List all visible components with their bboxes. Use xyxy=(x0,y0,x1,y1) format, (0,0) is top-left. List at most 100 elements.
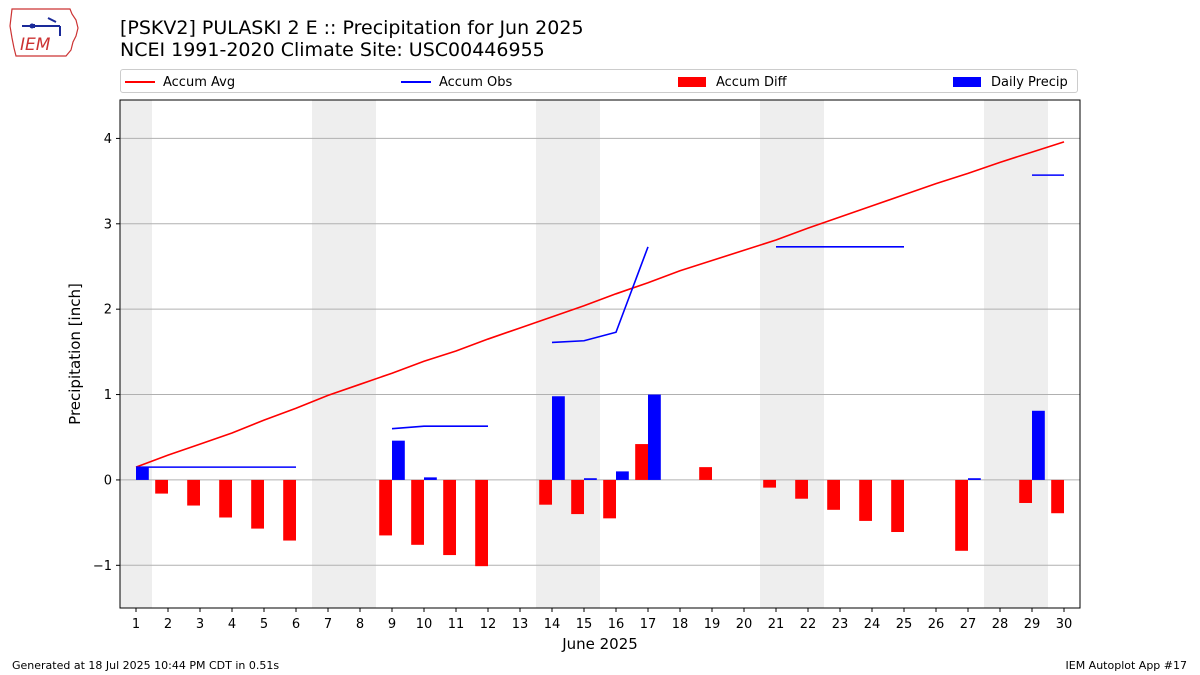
legend-label-accum-avg: Accum Avg xyxy=(163,74,236,90)
footer-generated-text: Generated at 18 Jul 2025 10:44 PM CDT in… xyxy=(12,659,280,672)
legend-item-accum-diff: Accum Diff xyxy=(678,73,787,91)
y-tick-label: −1 xyxy=(93,559,112,574)
x-tick-label: 21 xyxy=(768,617,785,632)
weekend-shade xyxy=(760,100,792,608)
accum-diff-bar xyxy=(571,479,584,515)
x-tick-label: 8 xyxy=(356,617,364,632)
x-tick-label: 4 xyxy=(228,617,236,632)
daily-precip-bar xyxy=(616,471,629,480)
x-tick-label: 27 xyxy=(960,617,977,632)
x-tick-label: 13 xyxy=(512,617,529,632)
accum-diff-bar xyxy=(603,479,616,519)
vane-hub-icon xyxy=(29,23,35,29)
accum-obs-line xyxy=(391,425,488,430)
x-tick-label: 25 xyxy=(896,617,913,632)
accum-diff-bar xyxy=(251,479,264,529)
y-tick-label: 1 xyxy=(104,388,112,403)
accum-diff-bar xyxy=(859,479,872,521)
x-tick-label: 11 xyxy=(448,617,465,632)
daily-precip-bar xyxy=(552,396,565,480)
x-tick-label: 7 xyxy=(324,617,332,632)
accum-avg-line xyxy=(135,141,1065,468)
legend-swatch-accum-obs xyxy=(401,81,431,83)
weekend-shade xyxy=(568,100,600,608)
daily-precip-bar xyxy=(424,477,437,480)
legend-label-accum-obs: Accum Obs xyxy=(439,74,513,90)
iowa-outline-shape xyxy=(9,8,79,57)
y-tick-label: 0 xyxy=(104,473,112,488)
legend-label-accum-diff: Accum Diff xyxy=(716,74,787,90)
weekend-shade xyxy=(344,100,376,608)
logo-text: IEM xyxy=(20,35,51,55)
accum-diff-bar xyxy=(955,479,968,551)
x-tick-label: 5 xyxy=(260,617,268,632)
accum-diff-bar xyxy=(187,479,200,506)
weekend-shade xyxy=(312,100,344,608)
x-tick-label: 16 xyxy=(608,617,625,632)
accum-diff-bar xyxy=(1019,479,1032,503)
accum-diff-bar xyxy=(763,479,776,488)
x-tick-label: 17 xyxy=(640,617,657,632)
accum-diff-bar xyxy=(155,479,168,494)
daily-precip-bar xyxy=(584,478,597,480)
weekend-shade xyxy=(984,100,1016,608)
x-tick-label: 9 xyxy=(388,617,396,632)
legend-label-daily-precip: Daily Precip xyxy=(991,74,1068,90)
weekend-shade xyxy=(1016,100,1048,608)
y-tick-label: 2 xyxy=(104,303,112,318)
x-tick-label: 22 xyxy=(800,617,817,632)
daily-precip-bar xyxy=(1032,410,1045,480)
y-tick-label: 4 xyxy=(104,132,112,147)
weekend-shade xyxy=(792,100,824,608)
x-tick-label: 3 xyxy=(196,617,204,632)
accum-diff-bar xyxy=(411,479,424,545)
iem-logo: IEM xyxy=(9,8,79,57)
x-tick-label: 23 xyxy=(832,617,849,632)
x-tick-label: 24 xyxy=(864,617,881,632)
x-tick-label: 18 xyxy=(672,617,689,632)
legend-item-accum-avg: Accum Avg xyxy=(125,73,235,91)
chart-legend: Accum Avg Accum Obs Accum Diff Daily Pre… xyxy=(120,69,1078,93)
legend-item-accum-obs: Accum Obs xyxy=(401,73,512,91)
accum-diff-bar xyxy=(539,479,552,505)
accum-diff-bar xyxy=(1051,479,1064,514)
x-tick-label: 20 xyxy=(736,617,753,632)
x-tick-label: 19 xyxy=(704,617,721,632)
daily-precip-bar xyxy=(392,440,405,480)
daily-precip-bar xyxy=(136,467,149,480)
x-tick-label: 14 xyxy=(544,617,561,632)
x-tick-label: 12 xyxy=(480,617,497,632)
weather-vane-icon xyxy=(22,17,61,36)
accum-diff-bar xyxy=(891,479,904,533)
x-tick-label: 6 xyxy=(292,617,300,632)
x-tick-label: 2 xyxy=(164,617,172,632)
x-tick-label: 30 xyxy=(1056,617,1073,632)
accum-diff-bar xyxy=(699,467,712,480)
weekend-shade xyxy=(536,100,568,608)
x-axis-label: June 2025 xyxy=(561,635,638,653)
x-tick-label: 15 xyxy=(576,617,593,632)
x-tick-label: 28 xyxy=(992,617,1009,632)
weekend-shade xyxy=(120,100,152,608)
chart-title-line2: NCEI 1991-2020 Climate Site: USC00446955 xyxy=(120,39,545,61)
footer-app-label: IEM Autoplot App #17 xyxy=(1065,659,1188,672)
x-tick-label: 26 xyxy=(928,617,945,632)
accum-diff-bar xyxy=(635,444,648,480)
legend-swatch-accum-avg xyxy=(125,81,155,83)
legend-swatch-accum-diff xyxy=(678,77,706,87)
legend-item-daily-precip: Daily Precip xyxy=(953,73,1068,91)
accum-diff-bar xyxy=(283,479,296,541)
daily-precip-bar xyxy=(968,478,981,480)
y-tick-label: 3 xyxy=(104,217,112,232)
x-tick-label: 1 xyxy=(132,617,140,632)
y-axis-label: Precipitation [inch] xyxy=(66,283,84,425)
plot-frame xyxy=(119,99,1081,609)
accum-obs-line xyxy=(551,246,649,344)
x-tick-label: 10 xyxy=(416,617,433,632)
accum-diff-bar xyxy=(219,479,232,518)
chart-title: [PSKV2] PULASKI 2 E :: Precipitation for… xyxy=(120,17,584,61)
x-tick-label: 29 xyxy=(1024,617,1041,632)
accum-diff-bar xyxy=(827,479,840,510)
legend-swatch-daily-precip xyxy=(953,77,981,87)
